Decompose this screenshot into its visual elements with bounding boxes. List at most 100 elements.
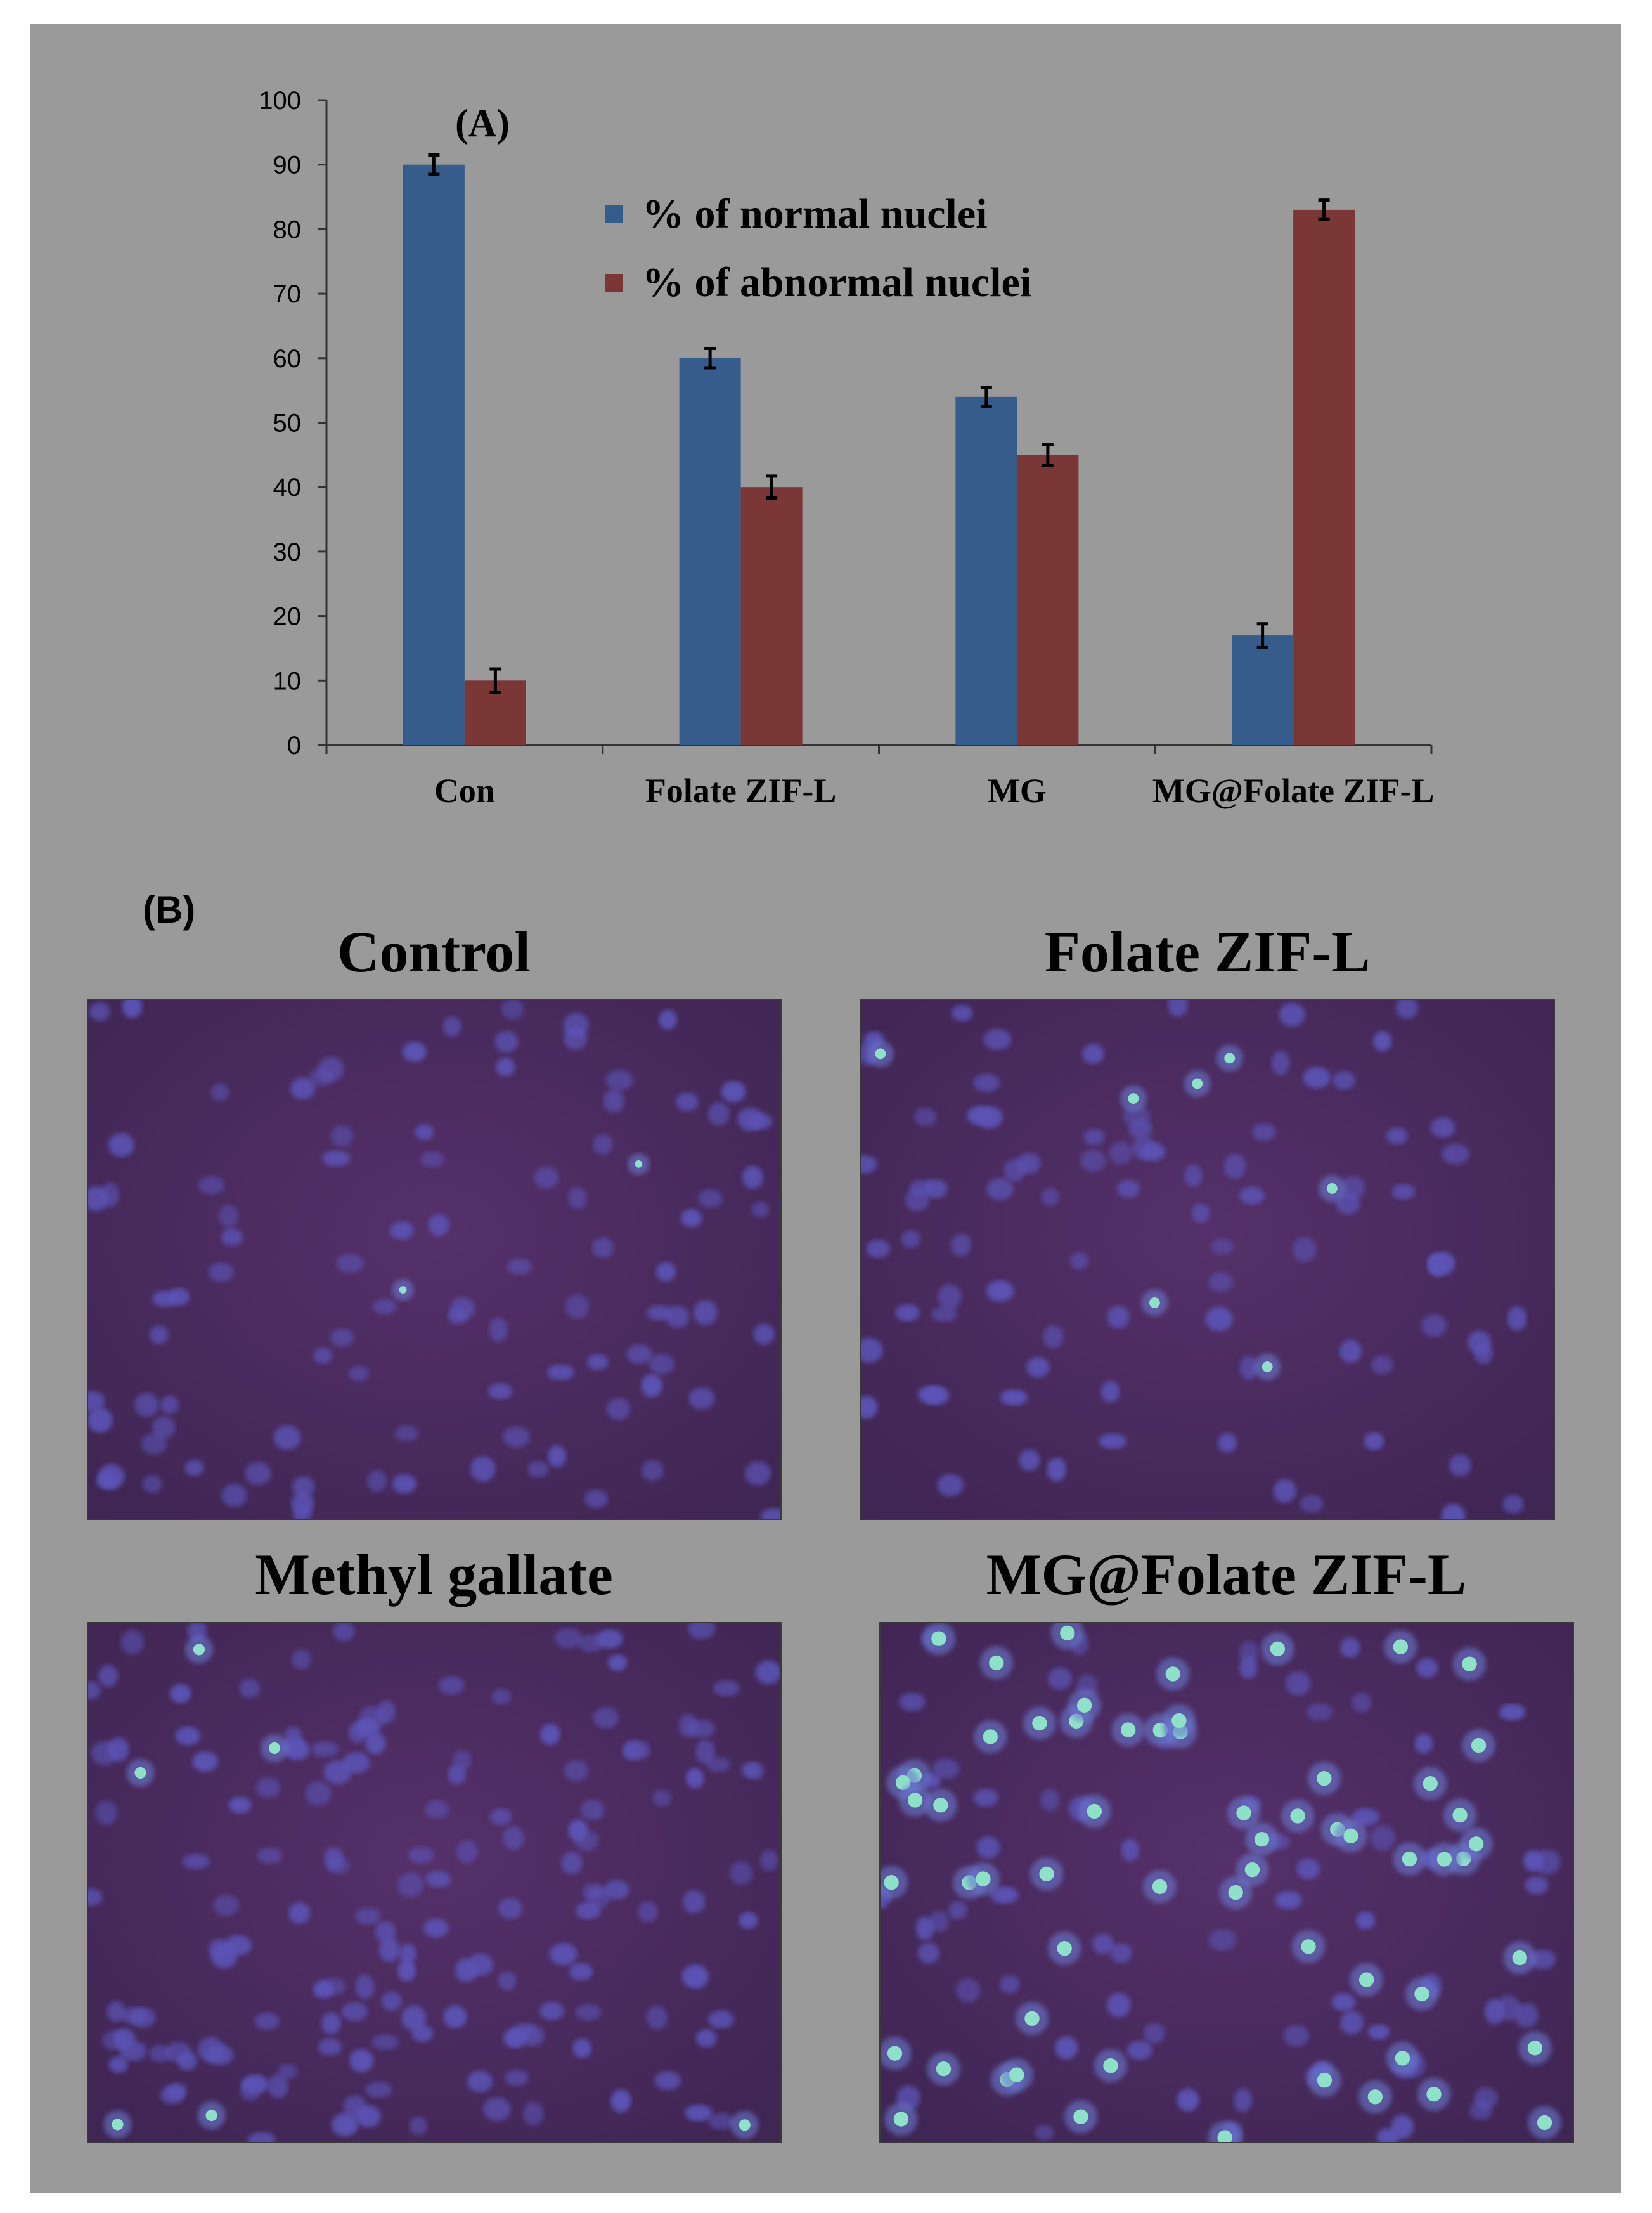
nucleus	[1373, 1031, 1392, 1051]
bright-nucleus	[1057, 1941, 1072, 1956]
nucleus	[1296, 1858, 1320, 1879]
nucleus	[901, 1230, 921, 1249]
nucleus	[1040, 1789, 1060, 1812]
nucleus	[1391, 1184, 1416, 1200]
nucleus	[1126, 2041, 1152, 2060]
nucleus	[319, 1978, 347, 1996]
nucleus	[349, 1366, 370, 1382]
nucleus	[239, 1678, 260, 1699]
bright-nucleus	[1393, 1639, 1408, 1654]
bright-nucleus	[1402, 1852, 1417, 1867]
nucleus	[744, 1461, 771, 1486]
nucleus	[652, 1789, 671, 1807]
nucleus	[89, 1002, 111, 1021]
bright-nucleus	[1152, 1879, 1168, 1894]
nucleus	[707, 2113, 735, 2130]
bright-nucleus	[1414, 1986, 1429, 2002]
nucleus	[149, 1325, 169, 1344]
nucleus	[683, 1890, 706, 1914]
nucleus	[1000, 1975, 1020, 1994]
nucleus	[377, 1700, 396, 1723]
nucleus	[321, 2012, 341, 2035]
nucleus	[688, 1387, 715, 1410]
nucleus	[88, 1408, 113, 1432]
nucleus	[1109, 1141, 1133, 1165]
bright-nucleus	[1076, 1697, 1092, 1713]
bright-nucleus	[1217, 2130, 1232, 2142]
bar	[740, 487, 803, 745]
y-tick-label: 20	[273, 603, 302, 631]
nucleus	[512, 2022, 535, 2038]
nucleus	[1047, 1458, 1066, 1481]
nucleus	[160, 1396, 179, 1414]
nucleus	[491, 1689, 512, 1704]
nucleus	[167, 2082, 187, 2099]
nucleus	[1026, 1357, 1050, 1378]
nucleus	[1000, 1389, 1028, 1406]
nucleus	[603, 1879, 629, 1900]
nucleus	[498, 1898, 523, 1919]
nucleus	[973, 1074, 1000, 1092]
nucleus	[1331, 1993, 1355, 2011]
nucleus	[1208, 1929, 1237, 1951]
nucleus	[102, 2030, 128, 2050]
nucleus	[593, 1707, 619, 1729]
nucleus	[1333, 1071, 1355, 1090]
legend-swatch-normal	[605, 205, 623, 223]
nucleus	[861, 1337, 883, 1363]
nucleus	[381, 1991, 402, 2011]
nucleus	[1352, 1692, 1372, 1713]
image-title-control: Control	[337, 919, 531, 984]
nucleus	[483, 2097, 511, 2121]
y-tick-label: 50	[273, 410, 302, 438]
nucleus	[245, 1462, 271, 1485]
nucleus	[1367, 2024, 1390, 2040]
bright-nucleus	[1254, 1832, 1270, 1847]
nucleus	[322, 1150, 351, 1167]
nucleus	[184, 1460, 204, 1476]
micrograph-methyl-gallate	[87, 1622, 782, 2143]
bar	[955, 396, 1017, 745]
bright-nucleus	[989, 1655, 1004, 1671]
nucleus	[1208, 1272, 1233, 1292]
bright-nucleus	[1262, 1361, 1273, 1372]
nucleus	[248, 2132, 276, 2142]
nucleus	[742, 1165, 763, 1189]
bright-nucleus	[936, 2061, 952, 2077]
nucleus	[654, 2071, 681, 2090]
nucleus	[342, 1752, 370, 1774]
bright-nucleus	[887, 2046, 903, 2061]
nucleus	[708, 2010, 734, 2029]
nucleus	[121, 2007, 148, 2025]
nucleus	[1223, 1154, 1246, 1179]
nucleus	[318, 2038, 342, 2056]
nucleus	[1121, 1838, 1139, 1862]
bright-nucleus	[635, 1160, 643, 1168]
nucleus	[355, 1907, 381, 1925]
nucleus	[1340, 1637, 1360, 1658]
nucleus	[175, 1726, 200, 1746]
nucleus	[1048, 1667, 1072, 1690]
nucleus	[1041, 1188, 1059, 1206]
x-tick-label: Con	[434, 772, 495, 810]
panel-label-b: (B)	[143, 888, 196, 931]
bright-nucleus	[112, 2119, 124, 2131]
bright-nucleus	[1032, 1715, 1047, 1731]
nucleus	[1502, 1495, 1524, 1514]
nucleus	[333, 1623, 355, 1642]
nucleus	[574, 1830, 599, 1851]
micrograph-folate-zif-l	[860, 999, 1555, 1520]
bright-nucleus	[1436, 1852, 1452, 1867]
nucleus	[397, 1872, 424, 1898]
nucleus	[365, 2081, 392, 2098]
nucleus	[423, 1918, 449, 1938]
bright-nucleus	[1452, 1807, 1468, 1823]
nucleus	[688, 1623, 716, 1639]
nucleus	[1110, 1943, 1132, 1963]
nucleus	[740, 1762, 760, 1778]
nucleus	[1168, 1000, 1188, 1017]
nucleus	[626, 1344, 652, 1364]
image-title-folate-zif-l: Folate ZIF-L	[1044, 919, 1371, 984]
bar	[679, 358, 741, 745]
micrograph-background	[88, 1000, 780, 1519]
